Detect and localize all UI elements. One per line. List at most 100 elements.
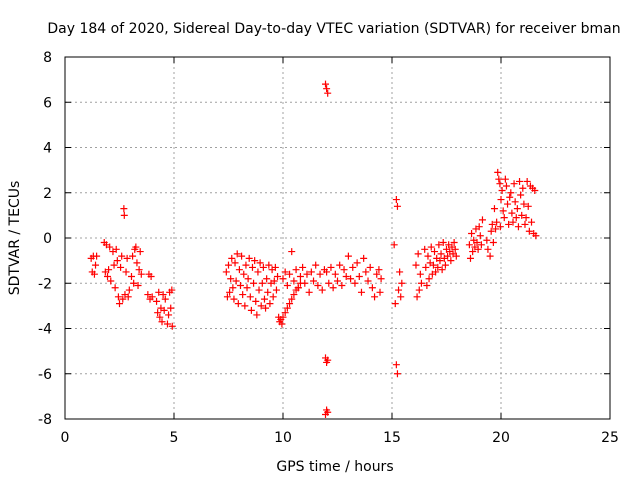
data-point: [290, 277, 298, 285]
data-point: [324, 408, 332, 416]
data-point: [288, 248, 296, 256]
data-point: [492, 225, 500, 233]
data-point: [243, 284, 251, 292]
data-point: [314, 282, 322, 290]
x-tick-label: 5: [170, 430, 179, 446]
data-point: [296, 272, 304, 280]
data-point: [396, 268, 404, 276]
data-point: [451, 245, 459, 253]
axis-ticks: [64, 56, 611, 420]
data-point: [250, 279, 258, 287]
data-point: [474, 245, 482, 253]
data-point: [253, 311, 261, 319]
x-tick-label: 0: [61, 430, 70, 446]
data-point: [257, 302, 265, 310]
data-point: [254, 268, 262, 276]
data-point: [163, 320, 171, 328]
y-tick-label: 4: [43, 141, 52, 157]
data-point: [111, 284, 119, 292]
data-point: [286, 300, 294, 308]
data-point: [90, 270, 98, 278]
data-point: [279, 313, 287, 321]
data-point: [235, 266, 243, 274]
data-point: [110, 261, 118, 269]
data-point: [524, 202, 532, 210]
data-point: [325, 279, 333, 287]
data-point: [248, 263, 256, 271]
data-point: [484, 245, 492, 253]
data-point: [283, 282, 291, 290]
data-point: [502, 182, 510, 190]
data-point: [233, 250, 241, 258]
data-point: [493, 218, 501, 226]
data-point: [500, 214, 508, 222]
data-point: [156, 313, 164, 321]
data-point: [360, 254, 368, 262]
data-point: [353, 259, 361, 267]
data-point: [136, 248, 144, 256]
data-point: [274, 272, 282, 280]
data-point: [496, 223, 504, 231]
data-point: [112, 245, 120, 253]
data-point: [132, 243, 140, 251]
y-tick-label: 6: [43, 95, 52, 111]
data-point: [468, 229, 476, 237]
data-point: [334, 277, 341, 285]
data-point: [323, 268, 331, 276]
data-point: [262, 304, 270, 312]
data-point: [513, 205, 521, 213]
data-point: [514, 223, 522, 231]
data-point: [265, 261, 273, 269]
grid-lines: [65, 57, 610, 419]
data-point: [236, 282, 244, 290]
data-point: [517, 191, 525, 199]
data-point: [478, 216, 486, 224]
data-point: [422, 263, 430, 271]
data-point: [106, 243, 114, 251]
data-point: [292, 266, 300, 274]
data-point: [137, 270, 145, 278]
data-point: [154, 309, 162, 317]
data-point: [323, 85, 331, 93]
data-point: [240, 270, 248, 278]
data-point: [452, 252, 460, 260]
data-point: [437, 250, 445, 258]
data-point: [226, 288, 234, 296]
data-point: [486, 252, 494, 260]
data-point: [499, 207, 507, 215]
data-point: [271, 263, 279, 271]
data-point: [506, 193, 514, 201]
data-point: [127, 272, 135, 280]
data-point: [393, 370, 401, 378]
data-point: [375, 266, 383, 274]
data-point: [251, 257, 259, 265]
data-point: [123, 254, 131, 262]
data-point: [118, 252, 126, 260]
data-point: [266, 300, 274, 308]
x-tick-label: 20: [492, 430, 510, 446]
data-point: [331, 270, 339, 278]
data-point: [510, 180, 518, 188]
data-point: [507, 189, 515, 197]
data-point: [258, 279, 266, 287]
data-point: [429, 261, 437, 269]
data-point: [373, 270, 381, 278]
data-point: [377, 275, 385, 283]
data-point: [444, 252, 452, 260]
data-point: [355, 272, 363, 280]
data-point: [246, 293, 254, 301]
data-point: [116, 300, 123, 308]
data-point: [376, 288, 384, 296]
data-point: [281, 268, 289, 276]
data-point: [278, 320, 286, 328]
data-point: [391, 300, 399, 308]
data-point: [244, 275, 252, 283]
data-point: [362, 268, 370, 276]
data-point: [435, 241, 443, 249]
data-point: [231, 259, 239, 267]
data-point: [508, 209, 516, 217]
data-point: [168, 322, 176, 330]
x-axis-label: GPS time / hours: [276, 459, 393, 475]
data-point: [431, 248, 439, 256]
data-point: [336, 261, 344, 269]
